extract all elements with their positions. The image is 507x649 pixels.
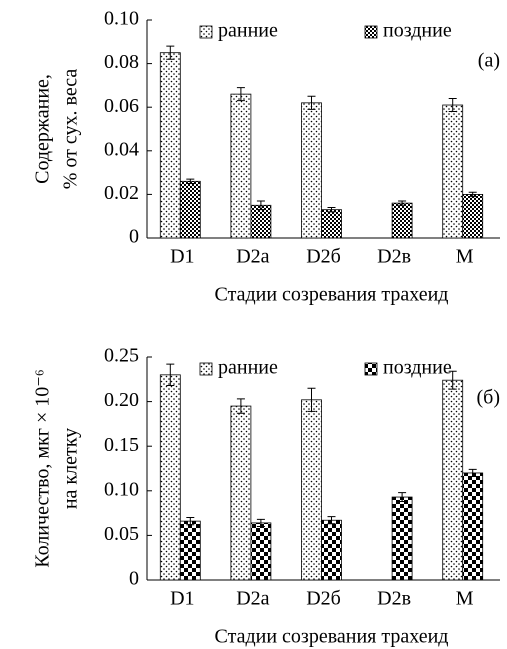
error-bar bbox=[166, 363, 175, 387]
bar bbox=[391, 496, 413, 581]
y-tick-label: 0.10 bbox=[104, 478, 139, 500]
x-tick-label: D2a bbox=[236, 246, 269, 268]
bar bbox=[462, 193, 484, 239]
y-tick-label: 0.08 bbox=[104, 51, 139, 73]
legend-swatch bbox=[364, 362, 378, 376]
y-tick-label: 0.20 bbox=[104, 389, 139, 411]
panel-label: (а) bbox=[478, 50, 500, 72]
legend-label: поздние bbox=[383, 357, 452, 379]
error-bar bbox=[468, 191, 477, 198]
bar bbox=[442, 104, 464, 239]
bar bbox=[391, 202, 413, 239]
x-tick-label: D2б bbox=[306, 246, 341, 268]
bar bbox=[250, 204, 272, 239]
error-bar bbox=[327, 206, 336, 213]
error-bar bbox=[327, 516, 336, 525]
error-bar bbox=[307, 95, 316, 110]
bar bbox=[301, 102, 322, 239]
bar bbox=[301, 399, 322, 581]
x-tick-label: D2в bbox=[377, 588, 411, 610]
error-bar bbox=[448, 370, 457, 390]
y-tick-label: 0.04 bbox=[104, 138, 139, 160]
bar bbox=[159, 374, 181, 581]
error-bar bbox=[186, 517, 195, 526]
bar bbox=[179, 520, 201, 581]
y-tick-label: 0.06 bbox=[104, 95, 139, 117]
y-tick-label: 0.25 bbox=[104, 345, 139, 367]
x-axis-label: Стадии созревания трахеид bbox=[215, 284, 449, 306]
y-axis-label: % от сух. веса bbox=[60, 69, 82, 190]
x-tick-label: D1 bbox=[170, 246, 194, 268]
x-tick-label: D1 bbox=[170, 588, 194, 610]
bar bbox=[230, 405, 252, 581]
legend-label: ранние bbox=[218, 357, 278, 379]
bar bbox=[179, 180, 201, 239]
bar bbox=[462, 472, 484, 581]
y-axis-label: Количество, мкг × 10⁻⁶ bbox=[32, 369, 54, 568]
y-tick-label: 0.05 bbox=[104, 523, 139, 545]
error-bar bbox=[448, 97, 457, 113]
y-tick-label: 0 bbox=[129, 568, 139, 590]
error-bar bbox=[256, 200, 265, 211]
bar bbox=[321, 519, 342, 581]
y-axis-label: на клетку bbox=[60, 428, 82, 509]
panel-label: (б) bbox=[477, 387, 501, 409]
bar bbox=[159, 52, 181, 239]
error-bar bbox=[166, 45, 175, 60]
y-axis-label: Содержание, bbox=[32, 74, 54, 184]
bar bbox=[230, 93, 252, 239]
y-tick-label: 0.10 bbox=[104, 8, 139, 30]
bar bbox=[442, 379, 464, 581]
legend-swatch bbox=[364, 25, 378, 39]
error-bar bbox=[186, 178, 195, 184]
x-tick-label: D2a bbox=[236, 588, 269, 610]
x-tick-label: M bbox=[456, 246, 474, 268]
x-tick-label: D2в bbox=[377, 246, 411, 268]
y-tick-label: 0.15 bbox=[104, 434, 139, 456]
error-bar bbox=[468, 468, 477, 478]
x-tick-label: M bbox=[456, 588, 474, 610]
y-tick-label: 0.02 bbox=[104, 182, 139, 204]
error-bar bbox=[236, 87, 245, 102]
error-bar bbox=[256, 518, 265, 527]
x-axis-label: Стадии созревания трахеид bbox=[215, 626, 449, 648]
error-bar bbox=[398, 200, 407, 206]
error-bar bbox=[236, 398, 245, 414]
error-bar bbox=[398, 492, 407, 503]
bar bbox=[250, 522, 272, 581]
x-tick-label: D2б bbox=[306, 588, 341, 610]
error-bar bbox=[307, 387, 316, 412]
legend-swatch bbox=[199, 25, 213, 39]
legend-label: поздние bbox=[383, 20, 452, 42]
y-tick-label: 0 bbox=[129, 226, 139, 248]
bar bbox=[321, 209, 342, 239]
legend-label: ранние bbox=[218, 20, 278, 42]
legend-swatch bbox=[199, 362, 213, 376]
